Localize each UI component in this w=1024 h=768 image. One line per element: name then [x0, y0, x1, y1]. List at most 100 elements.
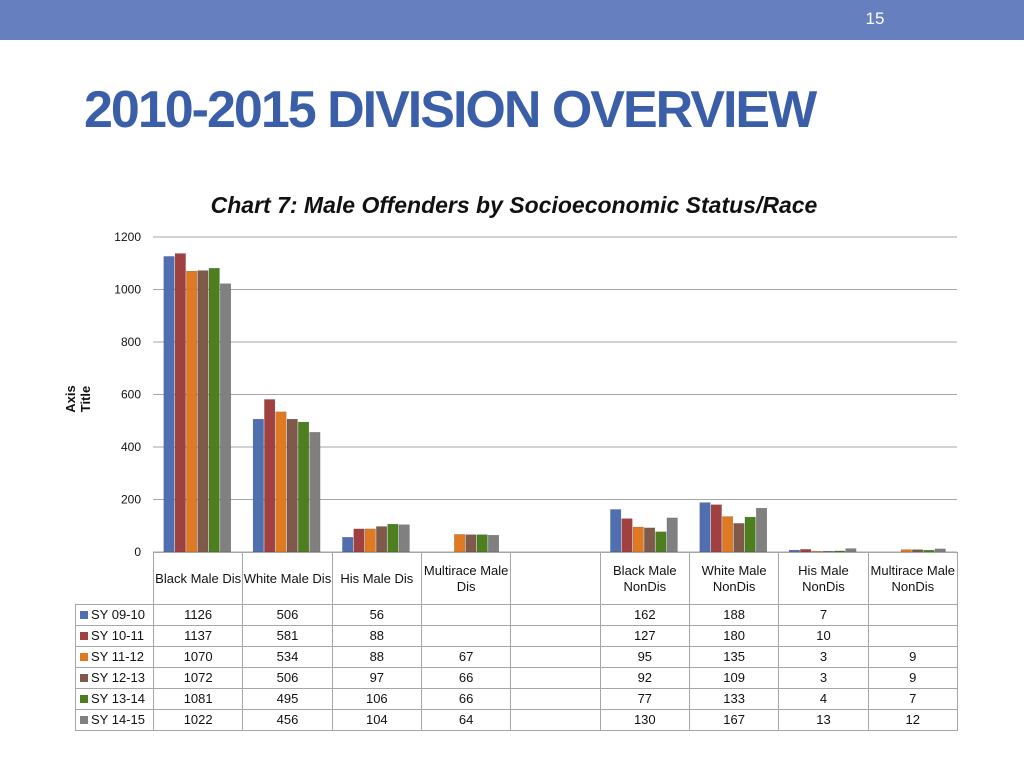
x-category-label: Black Male NonDis — [599, 552, 690, 605]
data-label: 66 — [420, 667, 512, 689]
bar — [788, 549, 800, 553]
bar — [454, 534, 466, 553]
legend-entry: SY 10-11 — [75, 625, 154, 647]
legend-color-key — [80, 674, 88, 682]
bar — [476, 534, 488, 553]
bar — [197, 270, 209, 553]
legend-entry: SY 14-15 — [75, 709, 154, 731]
x-category-label: His Male Dis — [331, 552, 422, 605]
data-label: 506 — [242, 604, 333, 626]
data-label: 97 — [331, 667, 422, 689]
data-label: 1070 — [152, 646, 244, 668]
bar — [252, 418, 264, 553]
data-label: 9 — [867, 646, 958, 668]
legend-entry: SY 09-10 — [75, 604, 154, 626]
data-label — [420, 625, 512, 647]
bar — [710, 504, 722, 553]
x-category-label: Multirace Male NonDis — [867, 552, 958, 605]
data-label: 95 — [599, 646, 690, 668]
data-label — [867, 625, 958, 647]
data-label — [510, 604, 601, 626]
legend-label: SY 12-13 — [91, 670, 145, 685]
data-label: 77 — [599, 688, 690, 710]
bar — [923, 549, 935, 553]
bar — [208, 267, 220, 553]
bar — [174, 253, 186, 553]
y-tick-label: 600 — [121, 388, 141, 402]
legend-entry: SY 12-13 — [75, 667, 154, 689]
legend-color-key — [80, 695, 88, 703]
table-corner — [75, 552, 154, 605]
legend-entry: SY 13-14 — [75, 688, 154, 710]
bar — [353, 528, 365, 553]
data-label: 106 — [331, 688, 422, 710]
data-label: 1072 — [152, 667, 244, 689]
x-category-label — [510, 552, 601, 605]
bar — [342, 537, 354, 553]
bar — [934, 548, 946, 553]
bar — [309, 432, 321, 553]
data-label: 67 — [420, 646, 512, 668]
bar — [621, 518, 633, 553]
bar — [744, 516, 756, 553]
data-label: 56 — [331, 604, 422, 626]
data-label: 88 — [331, 646, 422, 668]
data-label: 1081 — [152, 688, 244, 710]
bar — [666, 517, 678, 553]
table-row: SY 14-15 1022 456 104 64 130 167 13 12 — [75, 709, 958, 731]
data-label: 130 — [599, 709, 690, 731]
bar — [298, 421, 310, 553]
bar — [286, 418, 298, 553]
legend-label: SY 11-12 — [91, 649, 145, 664]
legend-color-key — [80, 632, 88, 640]
bar — [756, 507, 768, 553]
bar — [364, 528, 376, 553]
legend-color-key — [80, 716, 88, 724]
bar — [398, 524, 410, 553]
y-tick-label: 1000 — [114, 283, 141, 297]
bar — [163, 256, 175, 553]
data-label: 10 — [778, 625, 869, 647]
bar — [722, 516, 734, 553]
legend-color-key — [80, 611, 88, 619]
page-number: 15 — [865, 9, 885, 28]
data-label — [510, 709, 601, 731]
data-label: 7 — [867, 688, 958, 710]
data-label: 109 — [688, 667, 780, 689]
bar — [465, 534, 477, 553]
x-category-label: White Male NonDis — [688, 552, 780, 605]
bar — [632, 526, 644, 553]
bar — [644, 527, 656, 553]
data-label: 3 — [778, 667, 869, 689]
data-label: 188 — [688, 604, 780, 626]
table-row: SY 10-11 1137 581 88 127 180 10 — [75, 625, 958, 647]
data-label: 135 — [688, 646, 780, 668]
bar — [733, 523, 745, 553]
y-tick-label: 0 — [134, 545, 141, 559]
x-category-label: Multirace Male Dis — [420, 552, 512, 605]
data-label: 3 — [778, 646, 869, 668]
data-label: 92 — [599, 667, 690, 689]
x-category-label: White Male Dis — [242, 552, 333, 605]
x-category-label: His Male NonDis — [778, 552, 869, 605]
data-table: Black Male Dis White Male Dis His Male Dis… — [75, 552, 958, 731]
data-label: 133 — [688, 688, 780, 710]
data-label — [867, 604, 958, 626]
data-label: 13 — [778, 709, 869, 731]
top-banner: 15 — [0, 0, 1024, 40]
data-label — [510, 667, 601, 689]
data-label: 64 — [420, 709, 512, 731]
bar — [655, 531, 667, 553]
legend-color-key — [80, 653, 88, 661]
legend-label: SY 13-14 — [91, 691, 145, 706]
data-label: 456 — [242, 709, 333, 731]
legend-entry: SY 11-12 — [75, 646, 154, 668]
bar — [275, 411, 287, 553]
data-label: 1137 — [152, 625, 244, 647]
y-tick-label: 800 — [121, 335, 141, 349]
data-label: 1126 — [152, 604, 244, 626]
data-label: 7 — [778, 604, 869, 626]
slide-title: 2010-2015 DIVISION OVERVIEW — [84, 81, 817, 139]
data-label: 1022 — [152, 709, 244, 731]
data-label: 180 — [688, 625, 780, 647]
